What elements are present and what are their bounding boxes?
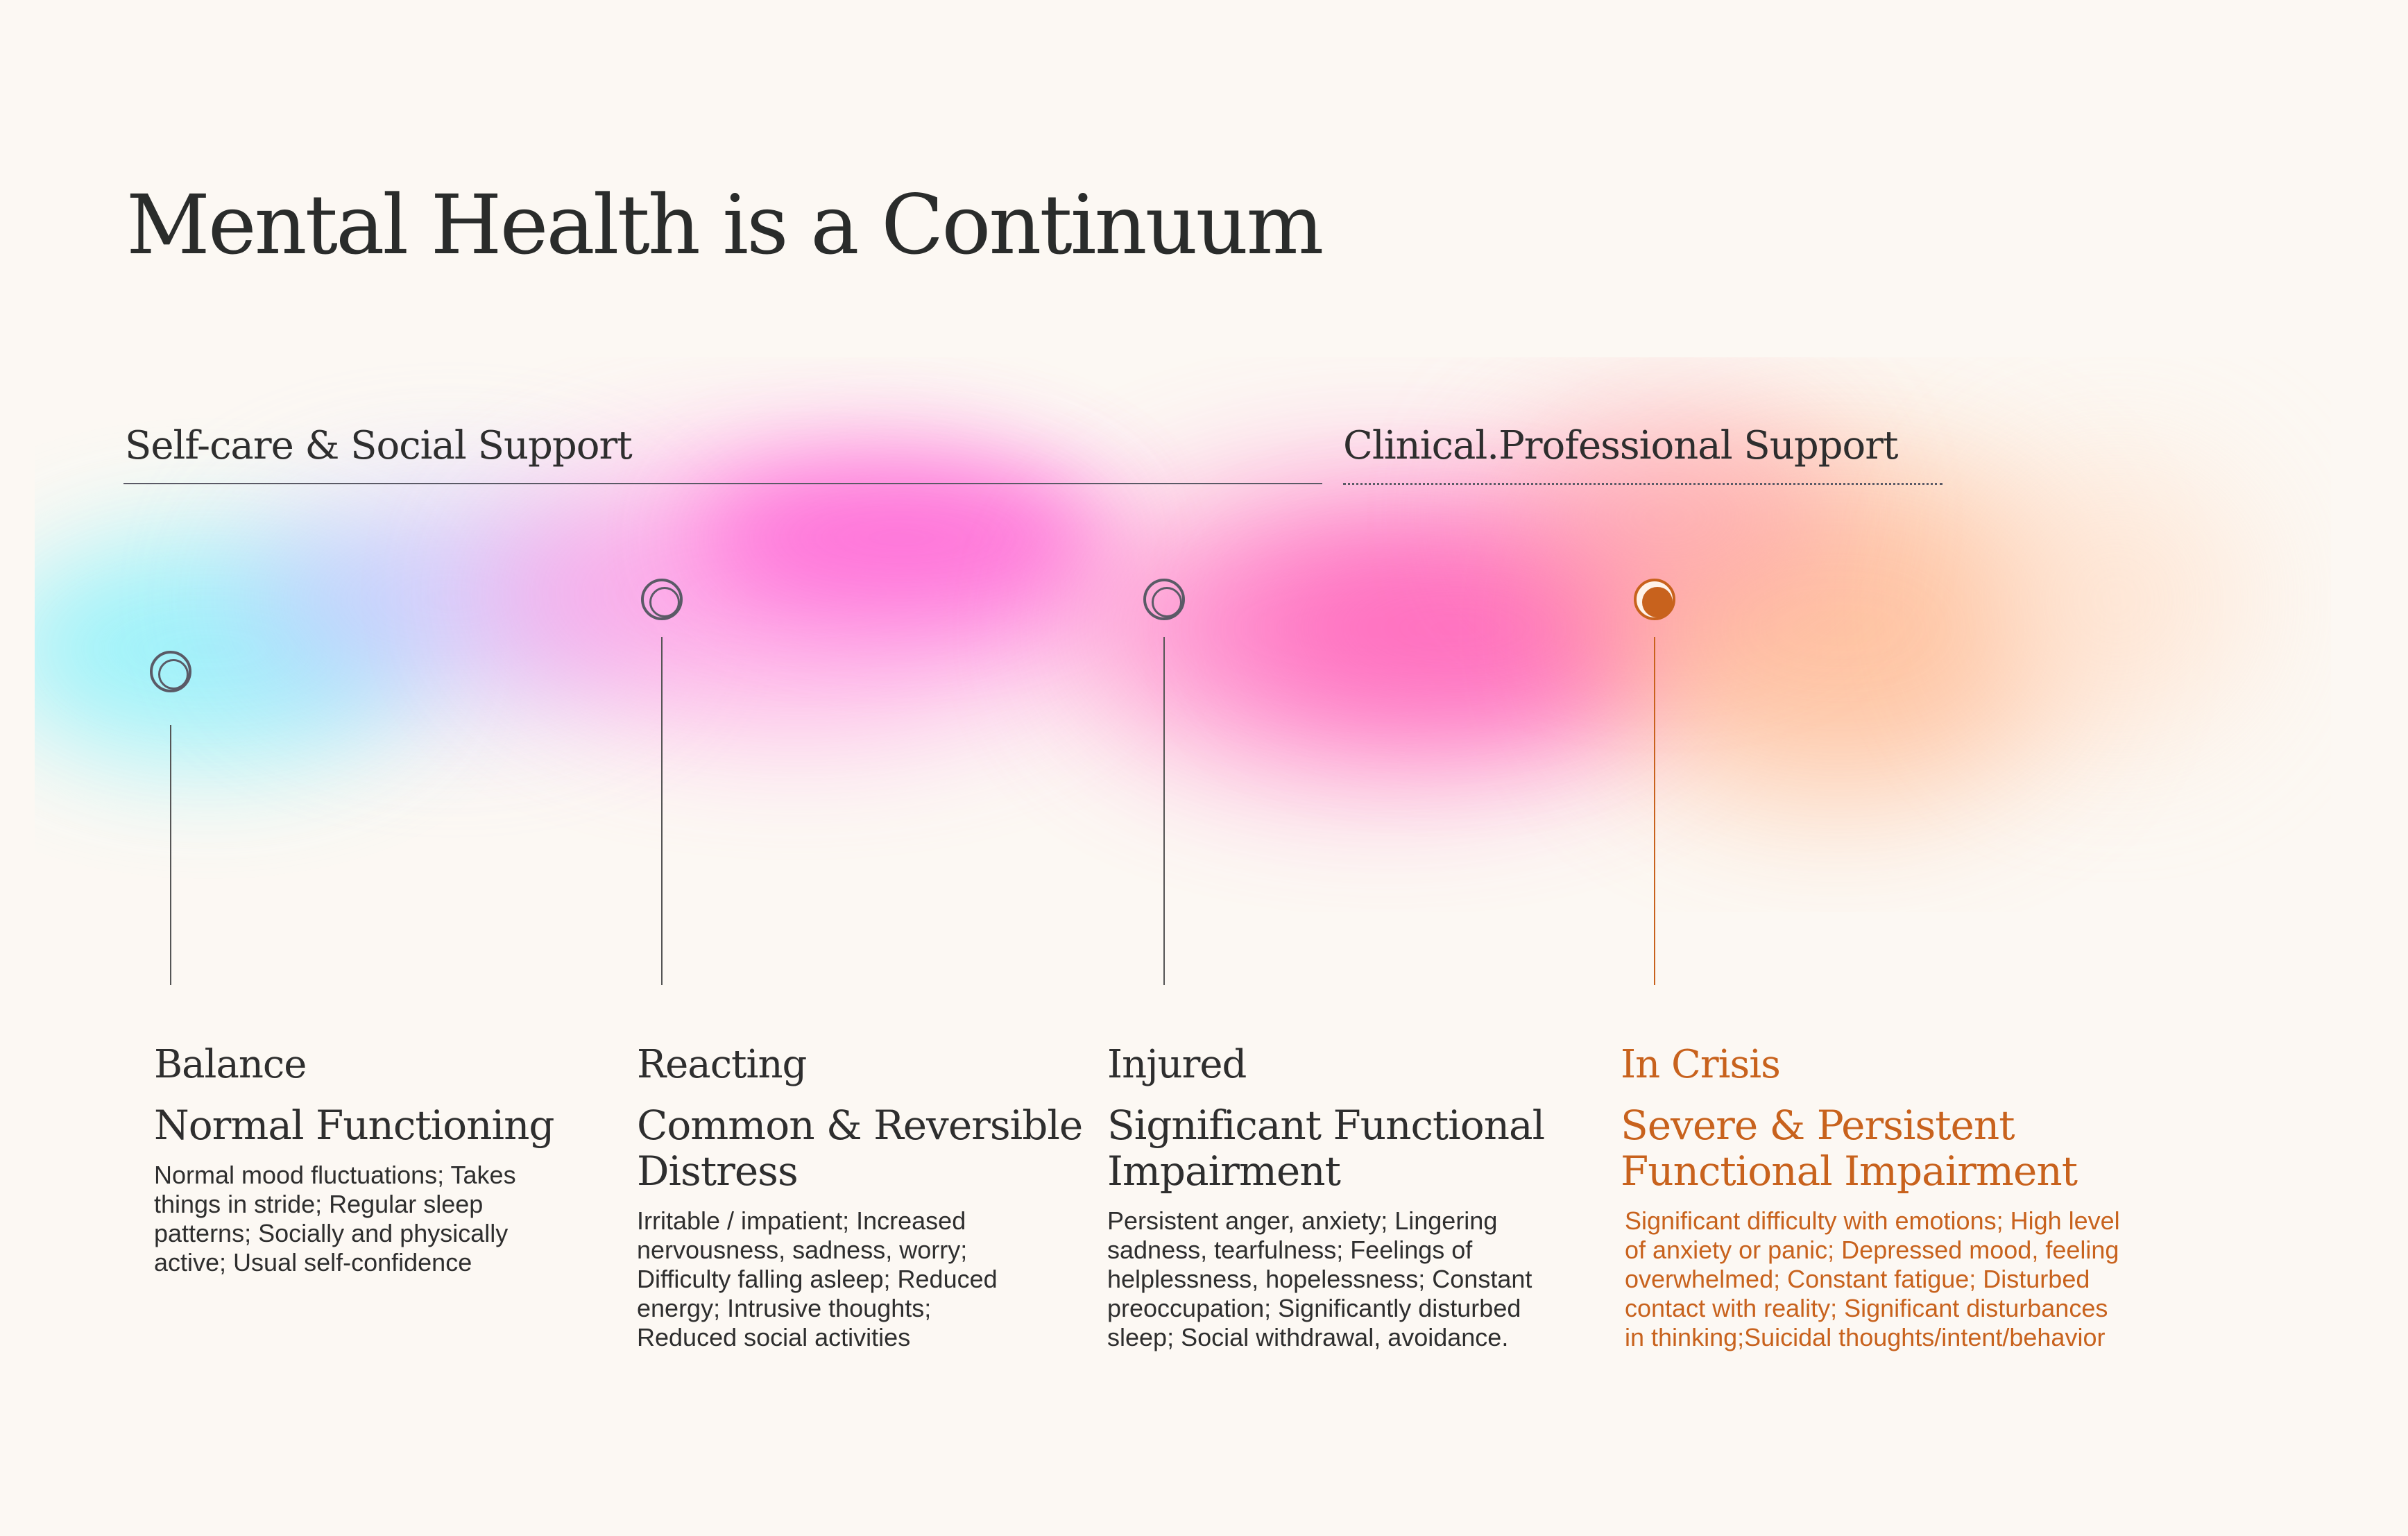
stage-balance: Balance Normal Functioning Normal mood f…	[154, 1042, 555, 1277]
injured-marker	[1143, 579, 1185, 620]
clinical-support-label: Clinical.Professional Support	[1343, 423, 1899, 468]
stage-description: Normal mood fluctuations; Takes things i…	[154, 1161, 516, 1277]
stage-description: Significant difficulty with emotions; Hi…	[1625, 1206, 2120, 1351]
in-crisis-marker	[1634, 579, 1675, 620]
stage-in-crisis: In Crisis Severe & Persistent Functional…	[1621, 1042, 2120, 1352]
balance-stem	[170, 725, 171, 985]
self-care-support-label: Self-care & Social Support	[125, 423, 633, 468]
stage-subtitle: Normal Functioning	[154, 1102, 555, 1149]
stage-description: Irritable / impatient; Increased nervous…	[637, 1206, 998, 1351]
stage-name: Reacting	[637, 1042, 807, 1087]
stage-subtitle: Significant Functional Impairment	[1107, 1102, 1545, 1195]
self-care-range-line	[123, 483, 1322, 484]
stage-subtitle: Common & Reversible Distress	[637, 1102, 1083, 1195]
stage-subtitle: Severe & Persistent Functional Impairmen…	[1621, 1102, 2078, 1195]
stage-description: Persistent anger, anxiety; Lingering sad…	[1107, 1206, 1532, 1351]
reacting-stem	[661, 637, 663, 985]
page-title: Mental Health is a Continuum	[126, 177, 1324, 273]
stage-name: Balance	[154, 1042, 307, 1087]
clinical-range-line	[1343, 483, 1942, 485]
injured-stem	[1163, 637, 1165, 985]
balance-marker	[150, 651, 191, 692]
stage-name: Injured	[1107, 1042, 1247, 1087]
stage-injured: Injured Significant Functional Impairmen…	[1107, 1042, 1545, 1352]
stage-reacting: Reacting Common & Reversible Distress Ir…	[637, 1042, 1083, 1352]
stage-name: In Crisis	[1621, 1042, 1781, 1087]
reacting-marker	[641, 579, 683, 620]
in-crisis-stem	[1654, 637, 1655, 985]
